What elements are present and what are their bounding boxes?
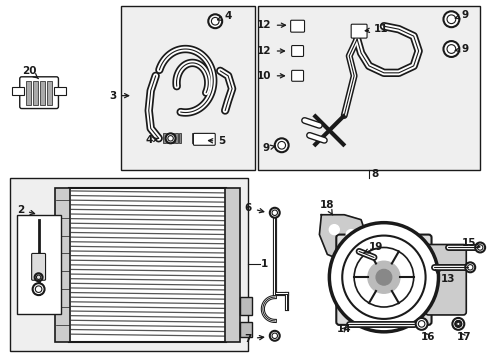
Circle shape (454, 321, 460, 327)
Circle shape (33, 283, 44, 295)
Bar (240, 322, 251, 337)
Text: 5: 5 (208, 136, 225, 146)
Bar (12, 87, 24, 95)
Circle shape (474, 243, 484, 252)
FancyBboxPatch shape (290, 20, 304, 32)
Bar (200, 133, 203, 143)
Bar (69, 188, 225, 342)
Bar (121, 6, 254, 170)
Bar (17, 215, 61, 314)
Text: 1: 1 (260, 259, 267, 269)
Bar (40, 81, 44, 105)
Bar (170, 133, 173, 143)
Circle shape (367, 261, 399, 293)
Text: 17: 17 (455, 332, 470, 342)
FancyBboxPatch shape (20, 77, 59, 109)
Text: 16: 16 (420, 332, 434, 342)
Polygon shape (319, 215, 366, 261)
Bar (33, 81, 38, 105)
Bar (46, 81, 51, 105)
Circle shape (346, 230, 355, 239)
Bar (224, 188, 240, 342)
Bar (163, 133, 165, 143)
Circle shape (328, 225, 339, 235)
Bar (54, 87, 66, 95)
Text: 13: 13 (434, 270, 454, 284)
Bar (166, 133, 169, 143)
Circle shape (165, 133, 175, 143)
Text: 15: 15 (460, 238, 479, 248)
Text: 11: 11 (365, 24, 387, 34)
Text: 4: 4 (217, 11, 231, 21)
Circle shape (328, 223, 438, 332)
Bar (174, 133, 177, 143)
Bar (240, 297, 251, 315)
Text: 9: 9 (454, 44, 468, 54)
Circle shape (464, 262, 474, 272)
Text: 14: 14 (337, 324, 351, 334)
Text: 2: 2 (17, 205, 35, 215)
Bar (10, 178, 247, 351)
Text: 20: 20 (21, 66, 39, 78)
Circle shape (451, 318, 463, 330)
Text: 10: 10 (257, 71, 284, 81)
Text: 3: 3 (109, 91, 128, 101)
Bar (55, 188, 70, 342)
FancyBboxPatch shape (193, 133, 215, 145)
FancyBboxPatch shape (291, 46, 303, 57)
Text: 12: 12 (257, 46, 284, 56)
Bar (204, 133, 207, 143)
Bar (26, 81, 31, 105)
Text: 18: 18 (319, 200, 333, 215)
Circle shape (415, 318, 427, 330)
Circle shape (35, 273, 42, 281)
FancyBboxPatch shape (32, 253, 45, 280)
Bar (196, 133, 199, 143)
FancyBboxPatch shape (350, 24, 366, 38)
Text: 12: 12 (257, 20, 285, 30)
Circle shape (443, 11, 458, 27)
FancyBboxPatch shape (425, 244, 466, 315)
Circle shape (274, 138, 288, 152)
Circle shape (208, 14, 222, 28)
Text: 4: 4 (145, 135, 158, 145)
FancyBboxPatch shape (336, 235, 431, 325)
Text: 9: 9 (262, 143, 275, 153)
Text: 9: 9 (454, 10, 468, 20)
Text: 19: 19 (363, 243, 383, 253)
Text: 7: 7 (244, 334, 263, 344)
FancyBboxPatch shape (291, 70, 303, 81)
Circle shape (375, 269, 391, 285)
Circle shape (443, 41, 458, 57)
Bar (192, 133, 195, 143)
Bar (257, 6, 479, 170)
Bar (178, 133, 181, 143)
Text: 6: 6 (244, 203, 263, 213)
Circle shape (269, 331, 279, 341)
Text: 8: 8 (370, 169, 378, 179)
Circle shape (269, 208, 279, 218)
